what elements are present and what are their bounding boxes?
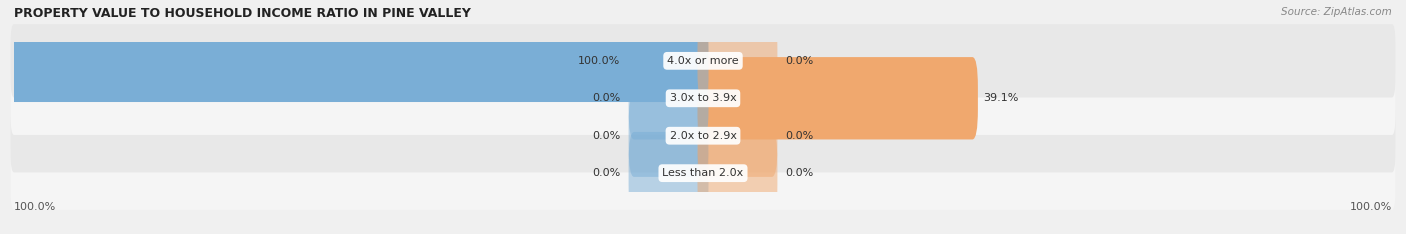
Text: 0.0%: 0.0% — [786, 168, 814, 178]
FancyBboxPatch shape — [697, 20, 778, 102]
Text: 0.0%: 0.0% — [786, 131, 814, 141]
FancyBboxPatch shape — [11, 99, 1395, 172]
FancyBboxPatch shape — [697, 57, 979, 139]
Text: 0.0%: 0.0% — [592, 131, 620, 141]
Text: 100.0%: 100.0% — [14, 202, 56, 212]
Text: 100.0%: 100.0% — [1350, 202, 1392, 212]
FancyBboxPatch shape — [11, 136, 1395, 210]
Text: 0.0%: 0.0% — [592, 93, 620, 103]
FancyBboxPatch shape — [628, 132, 709, 214]
Text: 0.0%: 0.0% — [592, 168, 620, 178]
Text: 4.0x or more: 4.0x or more — [668, 56, 738, 66]
FancyBboxPatch shape — [628, 95, 709, 177]
Text: PROPERTY VALUE TO HOUSEHOLD INCOME RATIO IN PINE VALLEY: PROPERTY VALUE TO HOUSEHOLD INCOME RATIO… — [14, 7, 471, 20]
FancyBboxPatch shape — [697, 132, 778, 214]
FancyBboxPatch shape — [628, 57, 709, 139]
FancyBboxPatch shape — [11, 62, 1395, 135]
Text: 2.0x to 2.9x: 2.0x to 2.9x — [669, 131, 737, 141]
FancyBboxPatch shape — [11, 24, 1395, 98]
Text: Source: ZipAtlas.com: Source: ZipAtlas.com — [1281, 7, 1392, 17]
Text: 3.0x to 3.9x: 3.0x to 3.9x — [669, 93, 737, 103]
Text: 39.1%: 39.1% — [983, 93, 1018, 103]
Text: Less than 2.0x: Less than 2.0x — [662, 168, 744, 178]
FancyBboxPatch shape — [8, 20, 709, 102]
Text: 0.0%: 0.0% — [786, 56, 814, 66]
FancyBboxPatch shape — [697, 95, 778, 177]
Legend: Without Mortgage, With Mortgage: Without Mortgage, With Mortgage — [582, 230, 824, 234]
Text: 100.0%: 100.0% — [578, 56, 620, 66]
